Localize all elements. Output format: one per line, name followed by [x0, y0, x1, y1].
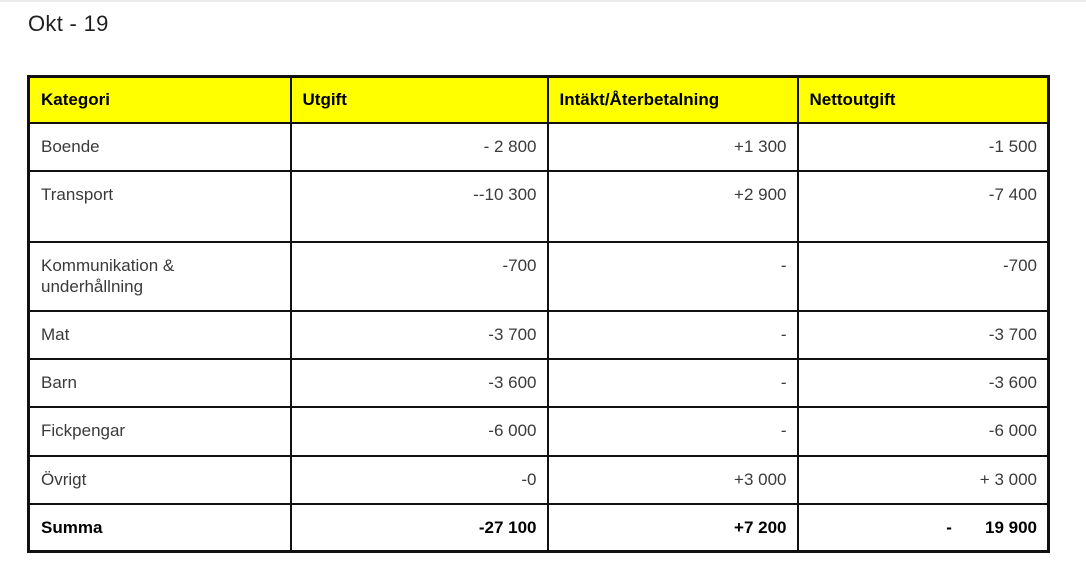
- cell-nettoutgift: + 3 000: [796, 454, 1050, 505]
- cell-kategori: Boende: [27, 121, 292, 172]
- cell-intakt: +1 300: [546, 121, 799, 172]
- cell-intakt: -: [546, 357, 799, 408]
- cell-utgift: -700: [289, 240, 549, 312]
- cell-summa-utgift: -27 100: [289, 502, 549, 553]
- cell-intakt: -: [546, 240, 799, 312]
- cell-utgift: -3 700: [289, 309, 549, 360]
- cell-kategori: Mat: [27, 309, 292, 360]
- table-row-boende: Boende - 2 800 +1 300 -1 500: [27, 121, 1050, 172]
- cell-utgift: -6 000: [289, 405, 549, 457]
- cell-kategori: Kommunikation & underhållning: [27, 240, 292, 312]
- cell-nettoutgift: -6 000: [796, 405, 1050, 457]
- cell-intakt: +2 900: [546, 169, 799, 243]
- table-row-transport: Transport --10 300 +2 900 -7 400: [27, 169, 1050, 243]
- table-row-ovrigt: Övrigt -0 +3 000 + 3 000: [27, 454, 1050, 505]
- cell-summa-intakt: +7 200: [546, 502, 799, 553]
- cell-nettoutgift: -7 400: [796, 169, 1050, 243]
- cell-intakt: -: [546, 309, 799, 360]
- budget-table: Kategori Utgift Intäkt/Återbetalning Net…: [27, 75, 1050, 553]
- table-row-fickpengar: Fickpengar -6 000 - -6 000: [27, 405, 1050, 457]
- header-kategori: Kategori: [27, 75, 292, 124]
- cell-utgift: --10 300: [289, 169, 549, 243]
- cell-kategori: Fickpengar: [27, 405, 292, 457]
- cell-kategori: Övrigt: [27, 454, 292, 505]
- cell-intakt: +3 000: [546, 454, 799, 505]
- cell-utgift: -3 600: [289, 357, 549, 408]
- cell-nettoutgift: -3 600: [796, 357, 1050, 408]
- header-intakt: Intäkt/Återbetalning: [546, 75, 799, 124]
- cell-kategori: Transport: [27, 169, 292, 243]
- cell-utgift: - 2 800: [289, 121, 549, 172]
- cell-summa-nettoutgift: - 19 900: [796, 502, 1050, 553]
- table-header-row: Kategori Utgift Intäkt/Återbetalning Net…: [27, 75, 1050, 124]
- cell-intakt: -: [546, 405, 799, 457]
- cell-summa-label: Summa: [27, 502, 292, 553]
- table-row-barn: Barn -3 600 - -3 600: [27, 357, 1050, 408]
- cell-kategori: Barn: [27, 357, 292, 408]
- cell-nettoutgift: -1 500: [796, 121, 1050, 172]
- cell-nettoutgift: -700: [796, 240, 1050, 312]
- page-title: Okt - 19: [28, 11, 109, 36]
- cell-utgift: -0: [289, 454, 549, 505]
- table-summary-row: Summa -27 100 +7 200 - 19 900: [27, 502, 1050, 553]
- table-row-kommunikation: Kommunikation & underhållning -700 - -70…: [27, 240, 1050, 312]
- header-utgift: Utgift: [289, 75, 549, 124]
- cell-nettoutgift: -3 700: [796, 309, 1050, 360]
- table-row-mat: Mat -3 700 - -3 700: [27, 309, 1050, 360]
- header-nettoutgift: Nettoutgift: [796, 75, 1050, 124]
